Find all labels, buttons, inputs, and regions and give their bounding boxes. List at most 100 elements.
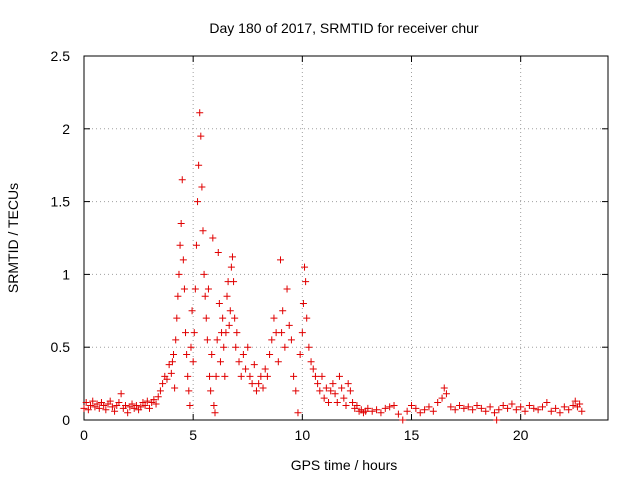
data-point xyxy=(93,400,101,408)
data-point xyxy=(303,314,311,322)
data-point xyxy=(298,329,306,337)
data-point xyxy=(316,387,324,395)
y-tick-label: 1.5 xyxy=(51,194,71,210)
x-tick-label: 0 xyxy=(80,427,88,443)
data-point xyxy=(261,365,269,373)
data-point xyxy=(512,406,520,414)
data-point xyxy=(233,329,241,337)
x-tick-label: 10 xyxy=(295,427,311,443)
data-point xyxy=(442,390,450,398)
data-point xyxy=(408,401,415,409)
data-point xyxy=(209,234,217,242)
data-point xyxy=(108,403,116,411)
data-point xyxy=(165,361,173,369)
data-point xyxy=(207,387,215,395)
data-point xyxy=(460,404,468,412)
data-point xyxy=(302,278,310,286)
data-point xyxy=(180,285,188,293)
data-point xyxy=(349,399,357,407)
data-point xyxy=(281,343,289,351)
data-point xyxy=(106,397,114,405)
data-point xyxy=(211,409,219,417)
data-point xyxy=(333,399,341,407)
data-point xyxy=(201,292,209,300)
data-point xyxy=(202,314,210,322)
data-point xyxy=(121,401,129,409)
data-point xyxy=(115,399,123,407)
data-point xyxy=(290,372,298,380)
data-point xyxy=(335,372,343,380)
data-point xyxy=(434,399,442,407)
data-point xyxy=(215,300,223,308)
y-tick-label: 1 xyxy=(62,266,70,282)
data-point xyxy=(493,416,501,424)
data-point xyxy=(223,292,231,300)
data-point xyxy=(499,401,507,409)
data-point xyxy=(560,403,568,411)
data-point xyxy=(179,256,187,264)
data-point xyxy=(270,314,278,322)
data-point xyxy=(168,358,176,366)
data-point xyxy=(565,406,573,414)
data-point xyxy=(174,292,182,300)
data-point xyxy=(534,406,542,414)
data-point xyxy=(283,285,291,293)
data-point xyxy=(198,183,206,191)
data-point xyxy=(210,401,218,409)
data-points xyxy=(80,109,586,424)
y-tick-label: 2 xyxy=(62,121,70,137)
y-tick-label: 0.5 xyxy=(51,339,71,355)
data-point xyxy=(373,406,381,414)
data-point xyxy=(173,314,181,322)
data-point xyxy=(186,401,194,409)
data-point xyxy=(451,406,459,414)
data-point xyxy=(192,241,200,249)
data-point xyxy=(111,407,119,415)
data-point xyxy=(213,336,221,344)
data-point xyxy=(176,241,184,249)
grid-lines xyxy=(84,56,608,420)
x-axis-label: GPS time / hours xyxy=(291,457,398,473)
data-point xyxy=(146,404,153,412)
x-tick-label: 5 xyxy=(189,427,197,443)
data-point xyxy=(175,270,183,278)
data-point xyxy=(184,372,192,380)
data-point xyxy=(504,404,512,412)
data-point xyxy=(252,387,260,395)
data-point xyxy=(137,403,145,411)
data-point xyxy=(232,343,240,351)
data-point xyxy=(152,400,160,408)
data-point xyxy=(199,227,207,235)
data-point xyxy=(486,403,494,411)
data-point xyxy=(464,403,472,411)
data-point xyxy=(172,336,180,344)
data-point xyxy=(117,390,125,398)
data-point xyxy=(287,336,295,344)
data-point xyxy=(346,387,354,395)
data-point xyxy=(307,358,315,366)
data-point xyxy=(188,307,196,315)
data-point xyxy=(368,407,376,415)
data-point xyxy=(342,401,350,409)
data-point xyxy=(230,278,238,286)
data-point xyxy=(517,403,525,411)
data-point xyxy=(221,372,229,380)
data-point xyxy=(278,329,286,337)
data-point xyxy=(338,384,346,392)
data-point xyxy=(477,404,485,412)
data-point xyxy=(208,350,216,358)
data-point xyxy=(183,350,191,358)
data-point xyxy=(216,358,224,366)
data-point xyxy=(279,307,287,315)
data-point xyxy=(259,384,267,392)
data-point xyxy=(190,329,198,337)
data-point xyxy=(495,406,503,414)
data-point xyxy=(257,372,265,380)
data-point xyxy=(250,361,258,369)
data-point xyxy=(440,384,448,392)
data-point xyxy=(124,409,132,417)
data-point xyxy=(212,372,220,380)
data-point xyxy=(314,380,322,388)
data-point xyxy=(386,403,394,411)
plot-frame xyxy=(83,55,609,421)
